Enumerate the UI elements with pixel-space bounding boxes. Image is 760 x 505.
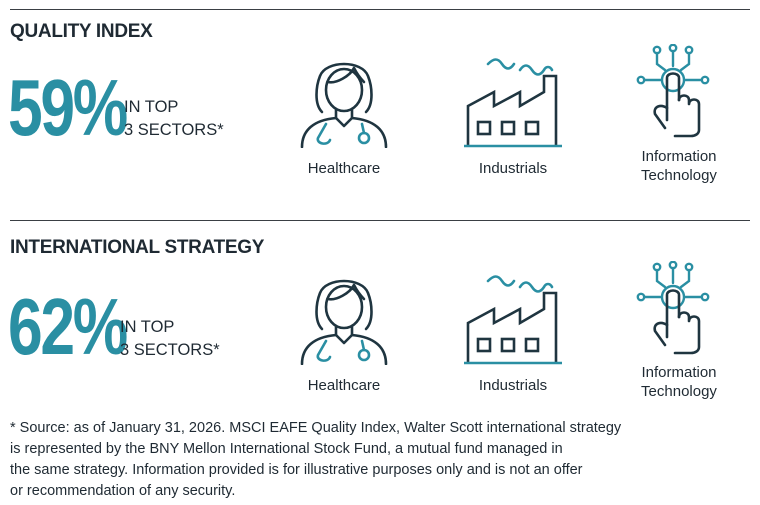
factory-icon xyxy=(464,58,562,148)
top-divider xyxy=(10,9,750,10)
factory-icon xyxy=(464,275,562,365)
source-footnote: * Source: as of January 31, 2026. MSCI E… xyxy=(10,418,750,502)
footnote-line4: or recommendation of any security. xyxy=(10,483,236,499)
doctor-icon xyxy=(300,279,388,365)
section-title-quality-index: QUALITY INDEX xyxy=(10,21,153,42)
footnote-line2: is represented by the BNY Mellon Interna… xyxy=(10,441,563,457)
percent-label-line1: IN TOP xyxy=(124,98,179,116)
touch-tech-icon xyxy=(636,261,710,355)
sector-industrials-label: Industrials xyxy=(478,377,548,394)
percent-quality-index: 59% xyxy=(8,63,128,152)
sector-healthcare-label: Healthcare xyxy=(307,160,381,177)
touch-tech-icon xyxy=(636,44,710,138)
percent-label-quality-index: IN TOP 3 SECTORS* xyxy=(124,96,224,142)
sector-it-label-line1: Information xyxy=(641,364,717,381)
doctor-icon xyxy=(300,62,388,148)
sector-it-label: Information Technology xyxy=(619,147,739,185)
sector-it-label: Information Technology xyxy=(619,363,739,401)
sector-healthcare-label: Healthcare xyxy=(307,377,381,394)
percent-label-international-strategy: IN TOP 3 SECTORS* xyxy=(120,316,220,362)
percent-label-line2: 3 SECTORS* xyxy=(120,341,220,359)
percent-label-line2: 3 SECTORS* xyxy=(124,121,224,139)
footnote-line1: * Source: as of January 31, 2026. MSCI E… xyxy=(10,420,622,436)
middle-divider xyxy=(10,220,750,221)
percent-label-line1: IN TOP xyxy=(120,318,175,336)
sector-it-label-line2: Technology xyxy=(641,383,717,400)
sector-industrials-label: Industrials xyxy=(478,160,548,177)
percent-international-strategy: 62% xyxy=(8,282,128,371)
sector-it-label-line2: Technology xyxy=(641,167,717,184)
section-title-international-strategy: INTERNATIONAL STRATEGY xyxy=(10,237,265,258)
footnote-line3: the same strategy. Information provided … xyxy=(10,462,583,478)
sector-it-label-line1: Information xyxy=(641,148,717,165)
